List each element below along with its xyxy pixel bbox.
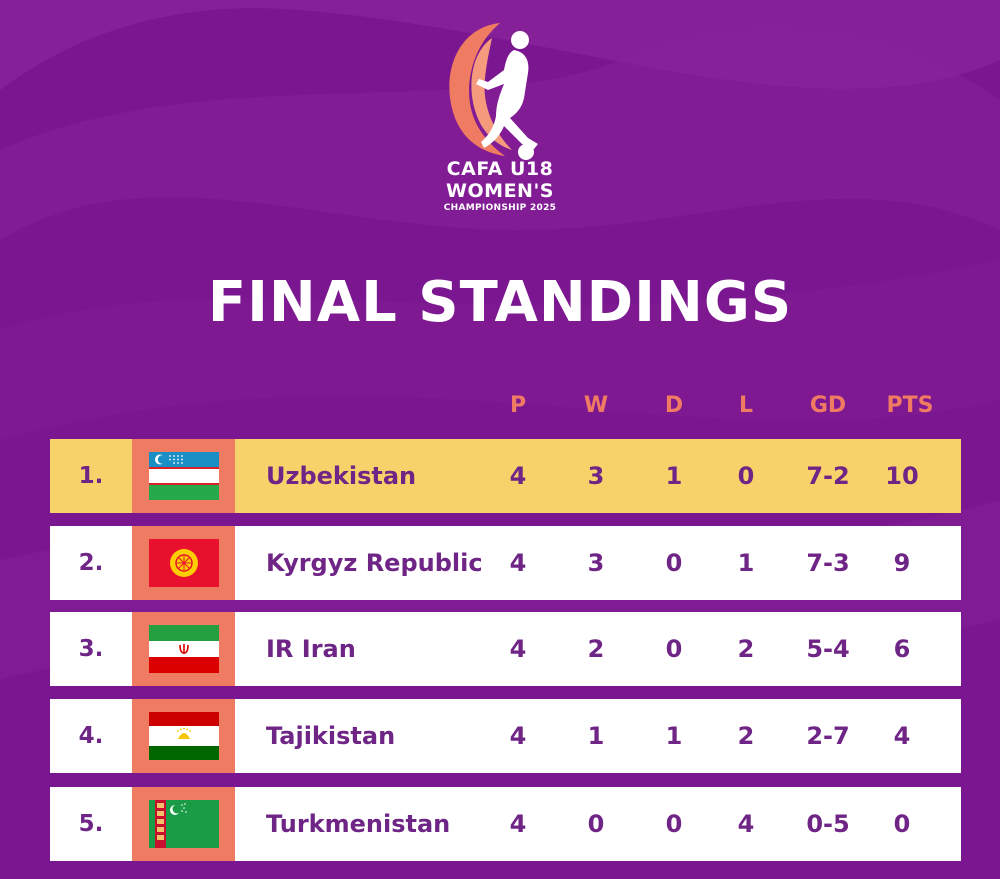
stat-won: 3 xyxy=(587,549,605,577)
page-title: FINAL STANDINGS xyxy=(207,270,793,335)
flag-cell xyxy=(132,439,235,513)
stat-goal-difference: 7-2 xyxy=(806,462,850,490)
table-row: 3. IR Iran 4 2 0 2 5-4 6 xyxy=(50,612,961,686)
rank: 4. xyxy=(78,723,104,749)
column-header-lost: L xyxy=(738,393,754,418)
stat-played: 4 xyxy=(509,810,527,838)
flag-cell xyxy=(132,612,235,686)
logo-title-line1: CAFA U18 xyxy=(446,158,554,180)
team-name: Kyrgyz Republic xyxy=(266,549,483,577)
turkmenistan-flag-icon xyxy=(149,800,219,848)
stat-won: 1 xyxy=(587,722,605,750)
stat-lost: 1 xyxy=(737,549,755,577)
rank: 2. xyxy=(78,550,104,576)
table-row: 5. Turkmenistan 4 0 0 4 0-5 0 xyxy=(50,787,961,861)
tajikistan-flag-icon xyxy=(149,712,219,760)
stat-drawn: 0 xyxy=(665,549,683,577)
stat-played: 4 xyxy=(509,462,527,490)
stat-points: 10 xyxy=(885,462,919,490)
column-header-drawn: D xyxy=(664,393,684,418)
team-name: Tajikistan xyxy=(266,722,396,750)
stat-lost: 2 xyxy=(737,635,755,663)
stat-points: 6 xyxy=(893,635,911,663)
logo-title-line2: WOMEN'S xyxy=(446,180,554,202)
team-name: IR Iran xyxy=(266,635,356,663)
rank: 5. xyxy=(78,811,104,837)
stat-lost: 4 xyxy=(737,810,755,838)
stat-goal-difference: 7-3 xyxy=(806,549,850,577)
stat-goal-difference: 5-4 xyxy=(806,635,850,663)
rank: 1. xyxy=(78,463,104,489)
column-header-goal-difference: GD xyxy=(809,393,847,418)
uzbekistan-flag-icon xyxy=(149,452,219,500)
stat-played: 4 xyxy=(509,549,527,577)
stat-won: 2 xyxy=(587,635,605,663)
flag-cell xyxy=(132,526,235,600)
stat-points: 4 xyxy=(893,722,911,750)
iran-flag-icon xyxy=(149,625,219,673)
table-row: 1. Uzbekistan 4 3 1 0 7-2 10 xyxy=(50,439,961,513)
stat-played: 4 xyxy=(509,722,527,750)
stat-points: 0 xyxy=(893,810,911,838)
stat-goal-difference: 2-7 xyxy=(806,722,850,750)
tournament-logo-icon xyxy=(449,23,538,160)
stat-drawn: 0 xyxy=(665,635,683,663)
column-header-played: P xyxy=(509,393,527,418)
stat-lost: 0 xyxy=(737,462,755,490)
flag-cell xyxy=(132,699,235,773)
stat-lost: 2 xyxy=(737,722,755,750)
stat-won: 0 xyxy=(587,810,605,838)
logo-title-line3: CHAMPIONSHIP 2025 xyxy=(443,203,557,213)
table-row: 2. Kyrgyz Republic 4 3 0 1 7-3 9 xyxy=(50,526,961,600)
column-header-points: PTS xyxy=(886,393,934,418)
kyrgyzstan-flag-icon xyxy=(149,539,219,587)
stat-points: 9 xyxy=(893,549,911,577)
stat-goal-difference: 0-5 xyxy=(806,810,850,838)
stat-drawn: 0 xyxy=(665,810,683,838)
team-name: Uzbekistan xyxy=(266,462,417,490)
rank: 3. xyxy=(78,636,104,662)
stat-won: 3 xyxy=(587,462,605,490)
stat-drawn: 1 xyxy=(665,462,683,490)
team-name: Turkmenistan xyxy=(266,810,451,838)
flag-cell xyxy=(132,787,235,861)
table-row: 4. Tajikistan 4 1 1 2 2-7 4 xyxy=(50,699,961,773)
stat-played: 4 xyxy=(509,635,527,663)
column-header-won: W xyxy=(583,393,609,418)
stat-drawn: 1 xyxy=(665,722,683,750)
